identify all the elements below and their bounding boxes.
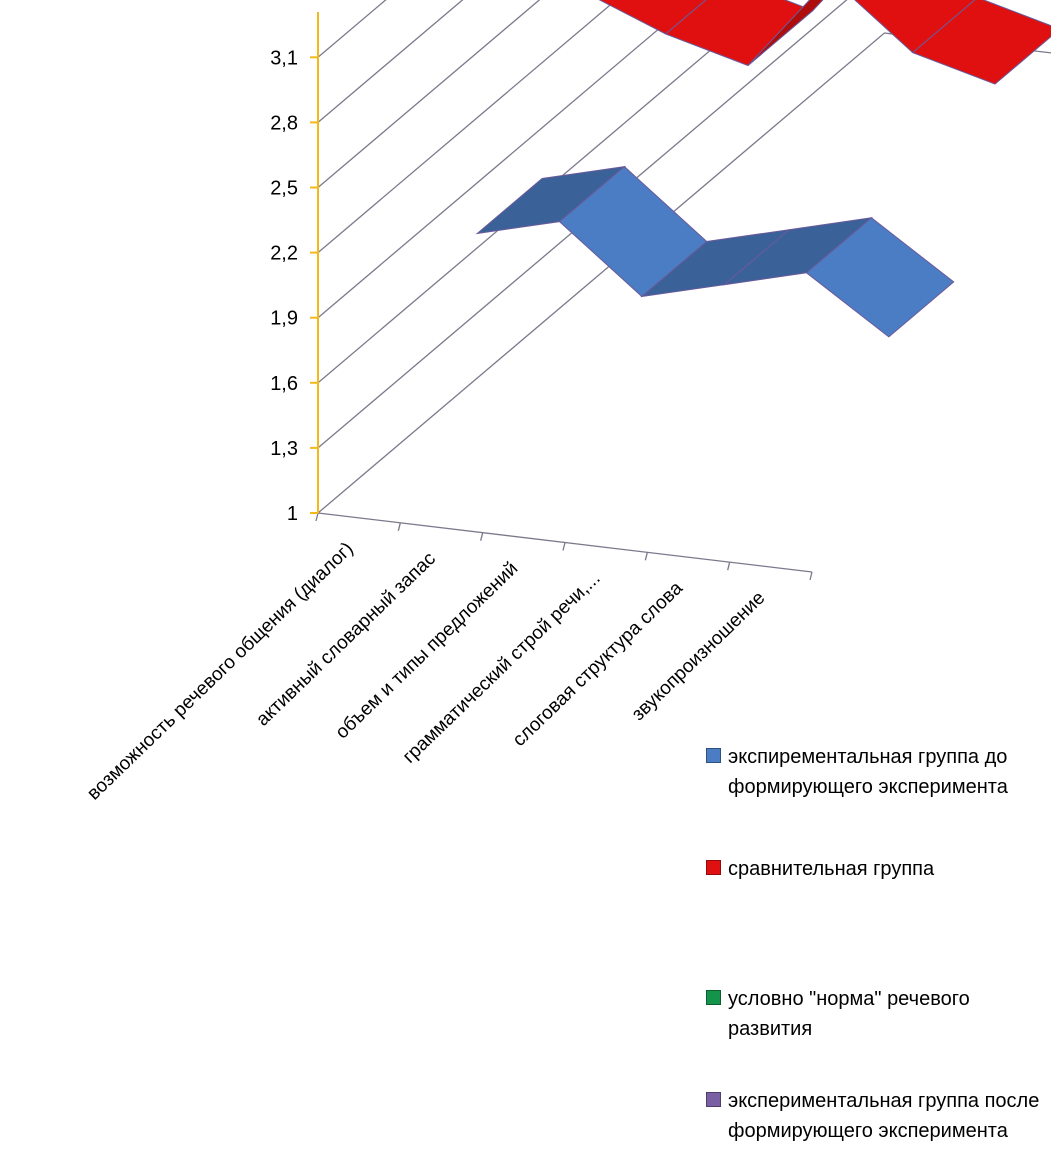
legend-swatch — [706, 748, 721, 763]
legend-item: экспирементальная группа до формирующего… — [706, 742, 1048, 802]
y-tick-label: 1,9 — [270, 308, 298, 330]
x-axis-ticks: возможность речевого общения (диалог)акт… — [83, 538, 769, 804]
legend-item: сравнительная группа — [706, 854, 1048, 884]
chart-series — [475, 0, 1051, 338]
y-tick-label: 1,3 — [270, 438, 298, 460]
y-tick-label: 2,8 — [270, 112, 298, 134]
y-tick-label: 2,5 — [270, 178, 298, 200]
x-tick-mark — [397, 522, 401, 531]
legend-label: условно "норма" речевого развития — [728, 988, 970, 1040]
legend-swatch — [706, 1092, 721, 1107]
y-tick-label: 1 — [287, 503, 298, 525]
legend-swatch — [706, 990, 721, 1005]
series-segment — [854, 0, 976, 54]
x-tick-mark — [480, 532, 484, 541]
x-tick-label: активный словарный запас — [252, 548, 440, 730]
x-tick-mark — [809, 571, 813, 581]
legend-label: экспериментальная группа после формирующ… — [728, 1090, 1040, 1142]
series-segment — [598, 0, 707, 35]
y-tick-label: 2,2 — [270, 243, 298, 265]
x-tick-label: объем и типы предложений — [332, 558, 523, 743]
y-tick-label: 3,1 — [270, 47, 298, 69]
legend-swatch — [706, 860, 721, 875]
x-tick-mark — [727, 562, 731, 571]
gridline — [317, 32, 1051, 514]
x-tick-mark — [315, 512, 319, 522]
x-tick-mark — [644, 552, 648, 561]
legend-item: экспериментальная группа после формирующ… — [706, 1086, 1048, 1146]
x-tick-label: слоговая структура слова — [509, 577, 688, 750]
series-ribbon — [475, 165, 955, 338]
gridline — [317, 0, 848, 449]
legend-label: сравнительная группа — [728, 858, 935, 880]
gridline — [317, 0, 694, 319]
legend-label: экспирементальная группа до формирующего… — [728, 746, 1008, 798]
y-axis-ticks: 1 1,3 1,6 1,9 2,2 2,5 2,8 3,1 — [270, 47, 298, 525]
series-segment — [805, 217, 955, 338]
gridline — [317, 0, 618, 254]
x-tick-mark — [562, 542, 566, 551]
gridline — [317, 0, 541, 188]
series-segment — [911, 0, 1051, 85]
y-tick-label: 1,6 — [270, 373, 298, 395]
x-tick-label: грамматический строй речи,... — [399, 568, 605, 768]
legend-item: условно "норма" речевого развития — [706, 984, 1048, 1044]
series-ribbon — [598, 0, 1051, 85]
series-segment — [747, 0, 824, 66]
